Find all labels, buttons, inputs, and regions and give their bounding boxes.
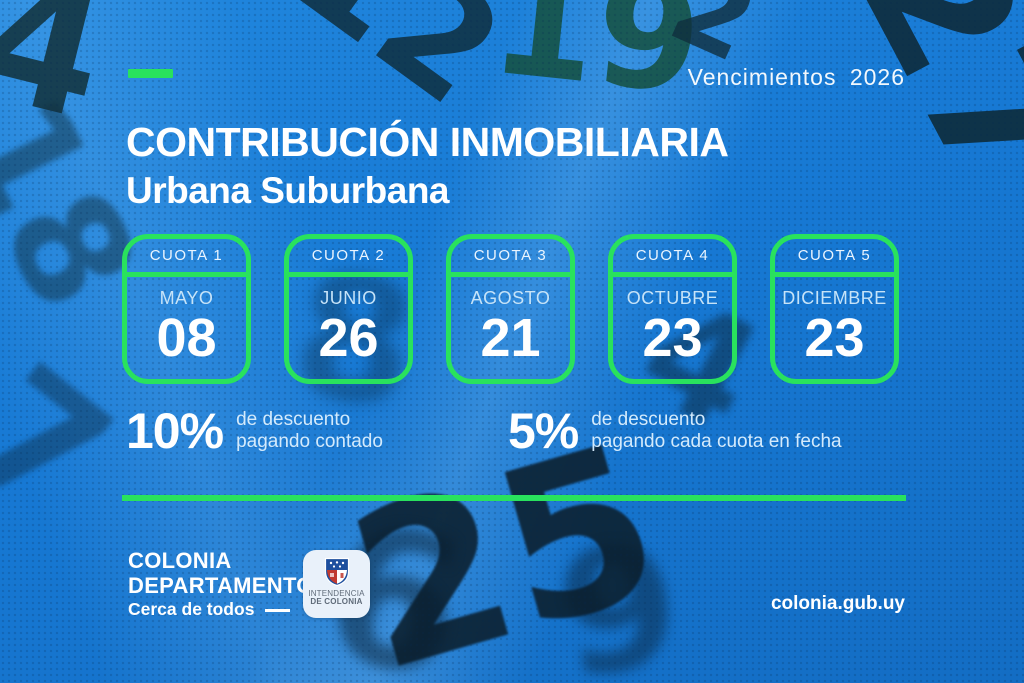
cuota-day: 21 (480, 308, 541, 368)
discounts: 10% de descuento pagando contado 5% de d… (126, 406, 842, 456)
brand-line-1: COLONIA (128, 548, 232, 573)
colonia-brand: COLONIA DEPARTAMENTO Cerca de todos (128, 548, 314, 621)
cuota-month: AGOSTO (470, 288, 551, 308)
card-divider (289, 272, 408, 277)
discount-percent: 10% (126, 403, 224, 459)
eyebrow-vencimientos: Vencimientos 2026 (687, 64, 905, 90)
discount-text-line2: pagando contado (236, 431, 383, 452)
cuota-day: 26 (318, 308, 379, 368)
cuota-label: CUOTA 5 (797, 247, 872, 264)
accent-dash (128, 69, 173, 78)
background-number: 7 (0, 328, 145, 558)
intendencia-shield-icon (324, 557, 349, 587)
card-divider (775, 272, 894, 277)
cuota-cards: CUOTA 1 MAYO 08 CUOTA 2 JUNIO 26 CUOTA 3… (122, 234, 899, 384)
background-number: 12 (260, 0, 532, 139)
cuota-card-2: CUOTA 2 JUNIO 26 (284, 234, 413, 384)
brand-line-2: DEPARTAMENTO (128, 573, 314, 598)
cuota-day: 23 (642, 308, 703, 368)
cuota-label: CUOTA 3 (473, 247, 548, 264)
brand-line-3: Cerca de todos (128, 599, 255, 619)
cuota-day: 08 (156, 308, 217, 368)
cuota-month: MAYO (159, 288, 214, 308)
badge-text-line2: DE COLONIA (310, 597, 363, 606)
background-number: 27 (815, 0, 1024, 225)
discount-en-fecha: 5% de descuento pagando cada cuota en fe… (508, 406, 842, 456)
cuota-label: CUOTA 1 (149, 247, 224, 264)
title-line-1: CONTRIBUCIÓN INMOBILIARIA (126, 119, 729, 165)
discount-text-line2: pagando cada cuota en fecha (591, 431, 842, 452)
footer-dash (265, 609, 290, 612)
cuota-card-3: CUOTA 3 AGOSTO 21 (446, 234, 575, 384)
badge-text-line1: INTENDENCIA (308, 589, 365, 598)
background-number: 9 (546, 504, 692, 683)
card-divider (127, 272, 246, 277)
discount-text-line1: de descuento (591, 409, 706, 430)
title-line-2: Urbana Suburbana (126, 170, 450, 211)
cuota-card-1: CUOTA 1 MAYO 08 (122, 234, 251, 384)
cuota-day: 23 (804, 308, 865, 368)
card-divider (451, 272, 570, 277)
cuota-month: JUNIO (320, 288, 377, 308)
discount-text-line1: de descuento (236, 409, 351, 430)
discount-percent: 5% (507, 403, 579, 459)
discount-contado: 10% de descuento pagando contado (126, 406, 383, 456)
divider-line (122, 495, 906, 501)
cuota-label: CUOTA 4 (635, 247, 710, 264)
intendencia-badge: INTENDENCIA DE COLONIA (303, 550, 370, 618)
card-divider (613, 272, 732, 277)
page-title: CONTRIBUCIÓN INMOBILIARIA Urbana Suburba… (126, 119, 729, 211)
cuota-month: OCTUBRE (626, 288, 719, 308)
cuota-card-5: CUOTA 5 DICIEMBRE 23 (770, 234, 899, 384)
cuota-label: CUOTA 2 (311, 247, 386, 264)
website-url: colonia.gub.uy (770, 593, 905, 614)
cuota-card-4: CUOTA 4 OCTUBRE 23 (608, 234, 737, 384)
cuota-month: DICIEMBRE (782, 288, 887, 308)
